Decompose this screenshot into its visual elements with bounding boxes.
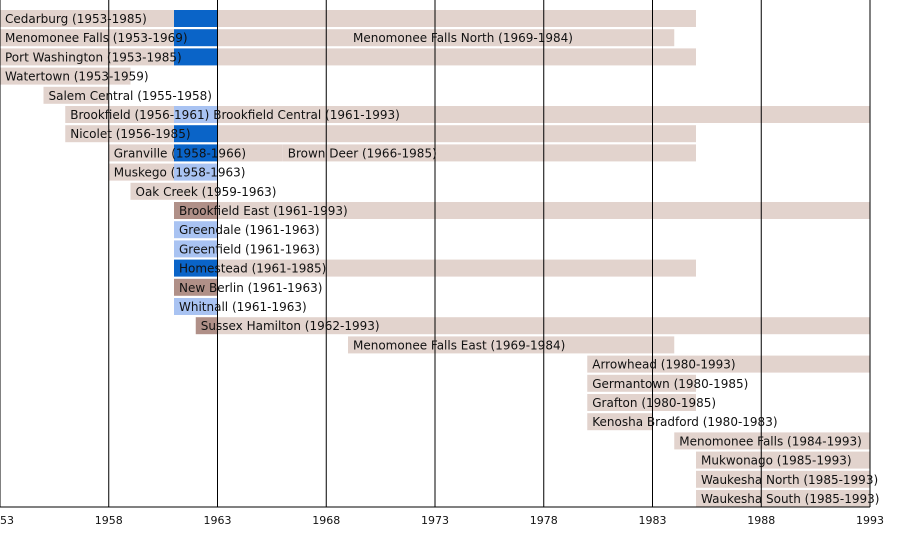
bar-label: Nicolet (1956-1985) [70, 127, 190, 141]
bar-label: Waukesha South (1985-1993) [701, 492, 879, 506]
bar-segment [174, 10, 218, 27]
bar-segment [217, 125, 696, 143]
bar-label: Cedarburg (1953-1985) [5, 12, 147, 26]
bar-segment [174, 29, 218, 47]
bar-segment [174, 259, 218, 277]
bar-label: Brookfield Central (1961-1993) [213, 108, 400, 122]
bar-label: Greenfield (1961-1963) [179, 242, 320, 256]
bar-segment [587, 394, 696, 411]
bar-label: Brown Deer (1966-1985) [288, 146, 437, 160]
bar-label: Menomonee Falls East (1969-1984) [353, 338, 565, 352]
bar-label: Menomonee Falls (1953-1969) [5, 31, 188, 45]
x-tick-label: 1953 [0, 514, 14, 527]
bar-segment [217, 29, 348, 47]
bar-segment [43, 86, 109, 104]
bar-segment [174, 202, 218, 219]
bar-label: Grafton (1980-1985) [592, 396, 716, 410]
bar-segment [174, 125, 218, 143]
bar-segment [174, 163, 218, 181]
bar-segment [696, 490, 870, 507]
bar-segment [174, 221, 218, 239]
bar-label: Brookfield (1956-1961) [70, 108, 209, 122]
bar-label: Kenosha Bradford (1980-1983) [592, 415, 777, 429]
bar-label: Oak Creek (1959-1963) [136, 185, 277, 199]
bar-segment [587, 355, 870, 373]
bar-segment [217, 48, 696, 66]
bar-segment [217, 259, 696, 277]
bar-segment [0, 10, 174, 27]
bar-segment [174, 240, 218, 258]
grid: 1953 1958 1963 1968 1973 1978 1983 1988 1993 [0, 0, 884, 527]
bar-segment [587, 413, 653, 431]
bar-segment [348, 29, 675, 47]
x-tick-label: 1958 [95, 514, 123, 527]
bar-segment [0, 48, 174, 66]
x-tick-label: 1978 [530, 514, 558, 527]
bar-label: Arrowhead (1980-1993) [592, 358, 735, 372]
bar-segment [174, 106, 218, 123]
bar-segment [0, 29, 174, 47]
bar-label: Germantown (1980-1985) [592, 377, 748, 391]
bar-label: Granville (1958-1966) [114, 146, 246, 160]
bar-label: Mukwonago (1985-1993) [701, 454, 852, 468]
bar-label: New Berlin (1961-1963) [179, 281, 322, 295]
bar-segment [587, 374, 696, 392]
x-tick-label: 1968 [312, 514, 340, 527]
bar-segment [674, 432, 870, 450]
bar-segment [130, 182, 218, 200]
bar-segment [348, 336, 675, 354]
bar-segment [282, 144, 696, 162]
bar-segment [174, 48, 218, 66]
bar-segment [108, 144, 174, 162]
bar-segment [65, 125, 174, 143]
bar-segment [217, 10, 696, 27]
bar-label: Sussex Hamilton (1962-1993) [201, 319, 380, 333]
bar-label: Homestead (1961-1985) [179, 262, 326, 276]
bar-label: Watertown (1953-1959) [5, 70, 149, 84]
bar-label: Menomonee Falls North (1969-1984) [353, 31, 573, 45]
x-tick-label: 1963 [204, 514, 232, 527]
bars [0, 10, 870, 507]
bar-label: Greendale (1961-1963) [179, 223, 320, 237]
bar-label: Muskego (1958-1963) [114, 166, 246, 180]
x-tick-label: 1983 [639, 514, 667, 527]
x-tick-label: 1988 [747, 514, 775, 527]
bar-segment [174, 298, 218, 315]
bar-label: Whitnall (1961-1963) [179, 300, 307, 314]
bar-segment [65, 106, 174, 123]
bar-segment [174, 278, 218, 296]
bar-segment [195, 317, 218, 335]
bar-label: Menomonee Falls (1984-1993) [679, 434, 862, 448]
bar-label: Port Washington (1953-1985) [5, 50, 182, 64]
x-tick-label: 1993 [856, 514, 884, 527]
bar-label: Brookfield East (1961-1993) [179, 204, 348, 218]
bar-segment [696, 451, 870, 469]
bar-segment [174, 144, 218, 162]
bar-segment [0, 67, 131, 85]
x-tick-label: 1973 [421, 514, 449, 527]
bar-label: Salem Central (1955-1958) [49, 89, 212, 103]
bar-segment [217, 144, 283, 162]
bar-segment [108, 163, 174, 181]
labels: Cedarburg (1953-1985) Menomonee Falls (19… [5, 12, 879, 506]
bar-segment [696, 470, 870, 488]
bar-label: Waukesha North (1985-1993) [701, 473, 878, 487]
